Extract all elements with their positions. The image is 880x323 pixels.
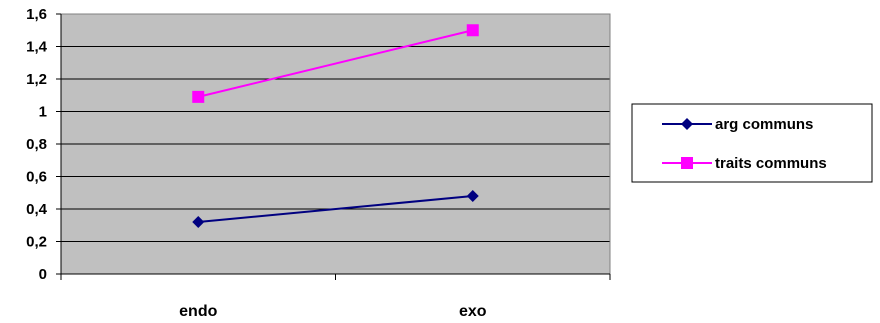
series-arg-communs <box>192 190 479 228</box>
series-traits-communs <box>192 24 479 103</box>
legend-marker <box>681 118 693 130</box>
y-tick-label: 0,4 <box>26 201 48 218</box>
series-line <box>198 195 473 223</box>
y-tick-label: 0,6 <box>26 169 47 186</box>
y-tick-label: 0,2 <box>26 234 47 251</box>
data-point <box>192 90 205 103</box>
y-tick-label: 1,2 <box>26 71 47 88</box>
legend-entry: traits communs <box>662 155 827 172</box>
series-line <box>198 29 473 98</box>
y-tick-label: 1 <box>39 104 47 121</box>
data-point <box>466 24 479 37</box>
legend-box <box>631 103 873 183</box>
data-point <box>192 216 205 228</box>
series-group <box>192 24 479 228</box>
data-point <box>466 190 479 202</box>
y-tick-label: 1,4 <box>26 39 48 56</box>
x-tick-label: exo <box>459 303 487 320</box>
legend-marker <box>681 157 693 169</box>
legend-entry: arg communs <box>662 116 813 133</box>
y-tick-label: 0,8 <box>26 136 47 153</box>
y-tick-label: 1,6 <box>26 6 47 23</box>
legend: arg communs traits communs <box>631 103 873 183</box>
legend-label: arg communs <box>715 116 813 133</box>
axes: 0 0,2 0,4 0,6 0,8 1 1,2 1,4 1,6 endo exo <box>26 6 611 320</box>
legend-label: traits communs <box>715 155 827 172</box>
y-tick-label: 0 <box>39 266 47 283</box>
x-tick-label: endo <box>179 303 217 320</box>
plot-area <box>60 13 611 275</box>
